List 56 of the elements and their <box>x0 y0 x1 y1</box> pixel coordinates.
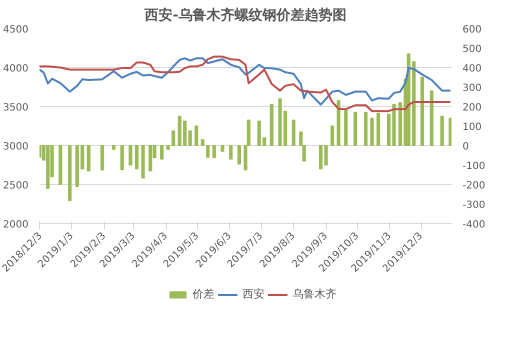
bar <box>370 118 374 146</box>
bar <box>160 145 164 160</box>
bar <box>100 145 104 170</box>
bar <box>292 120 296 146</box>
bar <box>229 145 233 160</box>
y-tick-label: 2500 <box>3 180 29 192</box>
y-tick-label: 3000 <box>3 142 29 152</box>
bar <box>440 116 444 146</box>
y-tick-label: 4000 <box>3 64 29 74</box>
bar <box>112 145 116 150</box>
y2-tick-label: 500 <box>462 44 482 55</box>
bar <box>134 145 139 170</box>
bar <box>353 112 358 146</box>
bar <box>46 145 50 189</box>
bar <box>86 145 90 172</box>
y2-tick-label: 600 <box>462 24 482 36</box>
bar <box>200 139 204 146</box>
bar <box>128 145 132 166</box>
bar <box>376 112 380 146</box>
y2-tick-label: 300 <box>462 83 482 94</box>
legend-label: 乌鲁木齐 <box>292 286 336 302</box>
bar <box>166 145 170 150</box>
bar <box>330 126 334 146</box>
y2-tick-label: 100 <box>462 122 482 133</box>
bar <box>448 118 452 146</box>
bar <box>336 100 340 146</box>
bar <box>420 76 424 146</box>
bar <box>172 130 176 146</box>
y2-tick-label: -100 <box>462 161 486 172</box>
chart-title: 西安-乌鲁木齐螺纹钢价差趋势图 <box>144 6 346 24</box>
bar <box>237 145 242 165</box>
y2-tick-label: 200 <box>462 102 482 114</box>
bar <box>148 145 152 172</box>
bar <box>212 145 216 158</box>
bar <box>220 145 224 152</box>
legend-label: 西安 <box>242 286 264 302</box>
bar <box>68 145 72 202</box>
y-tick-label: 2000 <box>3 220 29 230</box>
bar <box>141 145 145 178</box>
bar <box>430 90 434 146</box>
bar <box>364 112 368 146</box>
y2-tick-label: -300 <box>462 200 486 211</box>
bar <box>188 130 192 146</box>
y2-tick-label: -400 <box>462 220 486 230</box>
y2-tick-label: -200 <box>462 180 486 192</box>
bar <box>58 145 62 185</box>
y2-tick-label: 400 <box>462 64 482 74</box>
y2-tick-label: 0 <box>462 142 469 152</box>
bar <box>194 126 198 146</box>
bar <box>344 110 348 146</box>
bar <box>270 104 274 146</box>
y-tick-label: 4500 <box>3 24 29 36</box>
bar <box>206 145 210 158</box>
bar <box>120 145 124 170</box>
legend-label: 价差 <box>192 286 214 302</box>
y-tick-label: 3500 <box>3 102 29 114</box>
